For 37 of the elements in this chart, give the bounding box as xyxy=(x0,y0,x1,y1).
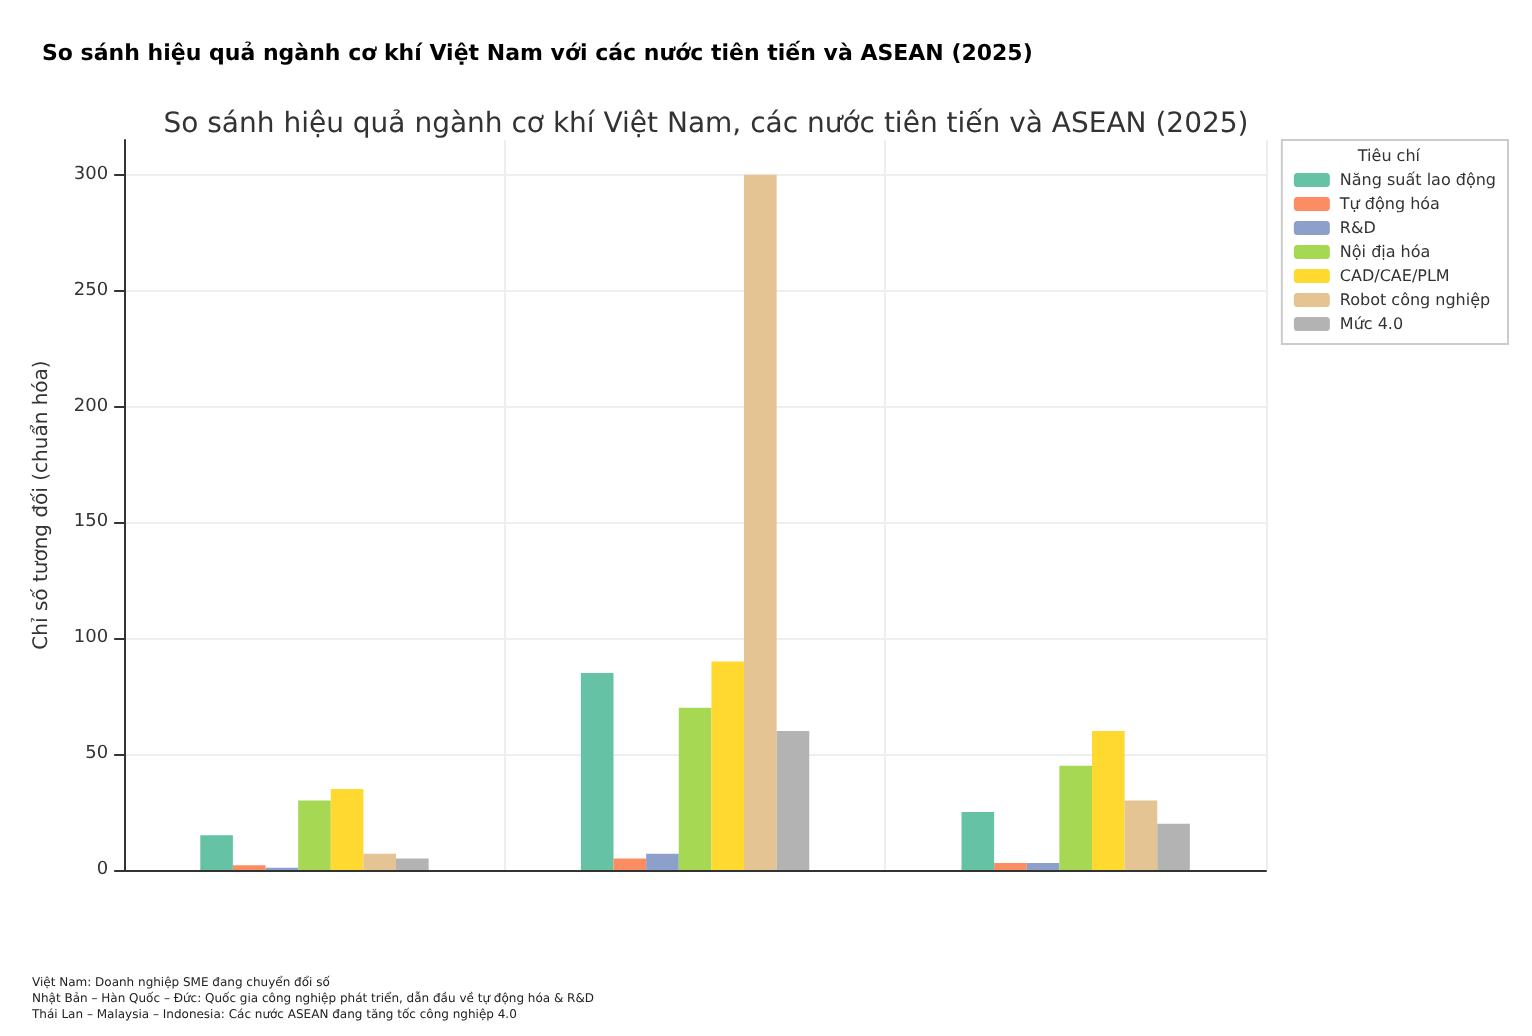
legend-label: Năng suất lao động xyxy=(1339,171,1497,189)
y-axis-title: Chỉ số tương đối (chuẩn hóa) xyxy=(29,360,53,650)
legend-title: Tiêu chí xyxy=(1355,147,1422,165)
bar xyxy=(1157,823,1190,870)
bar xyxy=(363,853,397,870)
bar xyxy=(1026,863,1060,870)
bar xyxy=(711,661,745,870)
bar xyxy=(1124,800,1158,870)
legend-label: Mức 4.0 xyxy=(1339,315,1404,333)
legend-label: Robot công nghiệp xyxy=(1339,291,1491,309)
bar xyxy=(200,835,233,870)
bar xyxy=(330,788,364,870)
bar xyxy=(613,858,647,870)
bar xyxy=(961,812,995,870)
bar xyxy=(994,863,1027,870)
bar xyxy=(298,800,331,870)
bar xyxy=(1092,730,1125,870)
y-tick-label: 50 xyxy=(85,744,109,765)
y-tick-label: 0 xyxy=(96,860,109,880)
legend-label: Tự động hóa xyxy=(1337,195,1441,213)
y-tick-label: 100 xyxy=(73,628,109,649)
bar xyxy=(744,174,777,870)
legend-label: R&D xyxy=(1339,219,1376,237)
bar xyxy=(678,707,712,870)
y-tick-label: 150 xyxy=(73,512,109,533)
bar xyxy=(396,858,429,870)
bar xyxy=(1059,765,1092,870)
chart-subtitle: So sánh hiệu quả ngành cơ khí Việt Nam, các nước tiên tiến và ASEAN (2025) xyxy=(163,108,1249,140)
chart-title: So sánh hiệu quả ngành cơ khí Việt Nam với các nước tiên tiến và ASEAN (2025) xyxy=(42,40,1033,66)
legend-label: CAD/CAE/PLM xyxy=(1339,267,1450,285)
bar xyxy=(776,730,810,870)
y-tick-label: 300 xyxy=(73,164,109,185)
bar xyxy=(646,853,679,870)
y-tick-label: 250 xyxy=(73,280,109,301)
y-tick-label: 200 xyxy=(73,396,109,417)
bar xyxy=(580,673,614,870)
legend-label: Nội địa hóa xyxy=(1339,243,1431,261)
